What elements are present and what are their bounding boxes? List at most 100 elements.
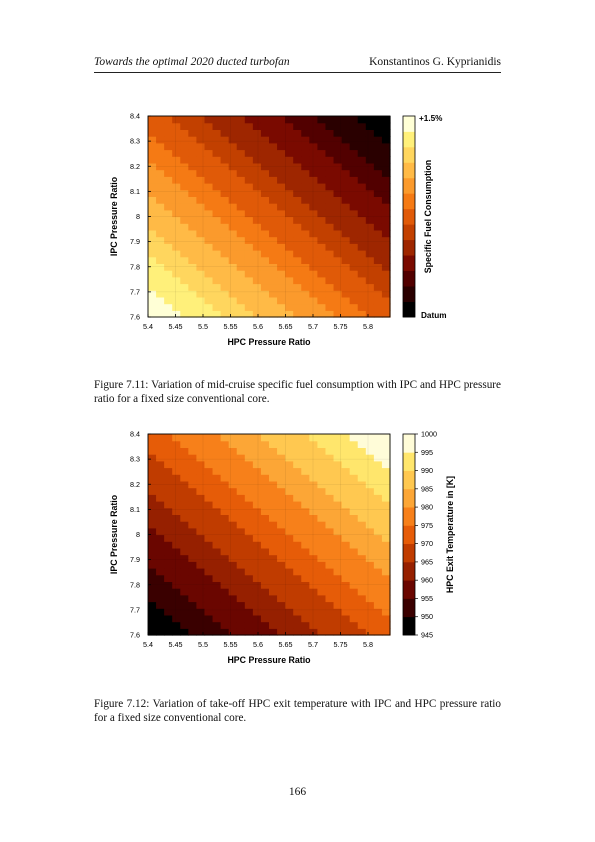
heatmap-cell: [317, 561, 327, 569]
figure-7-12-temperature-heatmap: 5.4 5.45 5.5 5.55 5.6 5.65 5.7 5.75 5.8 7.6 7.7 7.8…: [104, 418, 474, 673]
heatmap-cell: [357, 142, 367, 151]
heatmap-cell: [212, 162, 222, 171]
heatmap-cell: [325, 467, 335, 475]
heatmap-cell: [164, 223, 173, 231]
heatmap-cell: [228, 250, 238, 258]
heatmap-cell: [373, 581, 383, 589]
heatmap-cell: [260, 521, 270, 529]
heatmap-cell: [244, 129, 254, 137]
heatmap-cell: [220, 534, 230, 542]
heatmap-cell: [301, 594, 310, 603]
heatmap-cell: [301, 480, 310, 489]
heatmap-cell: [172, 223, 181, 231]
heatmap-cell: [293, 236, 302, 244]
heatmap-cell: [373, 527, 383, 536]
heatmap-cell: [236, 507, 246, 515]
heatmap-cell: [244, 156, 254, 164]
heatmap-cell: [204, 447, 214, 455]
heatmap-cell: [148, 229, 157, 238]
heatmap-cell: [196, 474, 206, 482]
heatmap-cell: [196, 480, 206, 489]
heatmap-cell: [212, 608, 222, 616]
heatmap-cell: [188, 621, 197, 629]
heatmap-cell: [172, 574, 181, 582]
heatmap-cell: [172, 487, 181, 495]
heatmap-cell: [285, 216, 294, 224]
heatmap-cell: [373, 283, 383, 291]
heatmap-cell: [357, 574, 367, 582]
heatmap-cell: [373, 290, 383, 298]
heatmap-cell: [148, 263, 157, 271]
heatmap-cell: [252, 189, 262, 197]
heatmap-cell: [349, 243, 359, 251]
y-tick-label: 7.6: [130, 313, 140, 322]
heatmap-cell: [381, 474, 391, 482]
heatmap-cell: [212, 521, 222, 529]
heatmap-cell: [180, 183, 189, 191]
heatmap-cell: [148, 142, 157, 151]
heatmap-cell: [285, 243, 294, 251]
heatmap-cell: [164, 447, 173, 455]
heatmap-cell: [156, 283, 165, 291]
heatmap-cell: [325, 494, 335, 502]
heatmap-cell: [172, 229, 181, 238]
heatmap-cell: [333, 276, 343, 285]
heatmap-cell: [148, 276, 157, 285]
heatmap-cell: [357, 541, 367, 549]
heatmap-cell: [317, 270, 327, 278]
heatmap-cell: [357, 507, 367, 515]
x-tick-label: 5.8: [363, 322, 373, 331]
heatmap-cell: [204, 561, 214, 569]
heatmap-cell: [212, 156, 222, 164]
heatmap-cell: [285, 521, 294, 529]
figure-7-11-caption: Figure 7.11: Variation of mid-cruise spe…: [94, 379, 501, 405]
heatmap-cell: [269, 501, 278, 509]
heatmap-cell: [260, 434, 270, 442]
heatmap-cell: [285, 196, 294, 204]
heatmap-cell: [341, 162, 351, 171]
heatmap-cell: [373, 541, 383, 549]
heatmap-cell: [188, 561, 197, 569]
heatmap-cell: [373, 454, 383, 462]
heatmap-cell: [269, 467, 278, 475]
heatmap-cell: [357, 276, 367, 285]
heatmap-cell: [204, 169, 214, 177]
heatmap-cell: [293, 243, 302, 251]
heatmap-cell: [301, 487, 310, 495]
heatmap-cell: [220, 594, 230, 603]
heatmap-cell: [357, 203, 367, 211]
heatmap-cell: [220, 209, 230, 218]
heatmap-cell: [252, 534, 262, 542]
colorbar-band: [403, 286, 415, 302]
heatmap-cell: [333, 614, 343, 623]
heatmap-cell: [293, 183, 302, 191]
heatmap-cell: [236, 290, 246, 298]
heatmap-cell: [373, 507, 383, 515]
heatmap-cell: [180, 608, 189, 616]
heatmap-cell: [357, 216, 367, 224]
heatmap-cell: [325, 487, 335, 495]
heatmap-cell: [196, 290, 206, 298]
heatmap-cell: [180, 588, 189, 596]
heatmap-cell: [365, 263, 375, 271]
heatmap-cell: [180, 310, 189, 318]
heatmap-cell: [277, 142, 286, 151]
heatmap-cell: [204, 621, 214, 629]
heatmap-cell: [212, 447, 222, 455]
heatmap-cell: [293, 514, 302, 522]
heatmap-cell: [341, 534, 351, 542]
heatmap-cell: [285, 621, 294, 629]
heatmap-cell: [156, 487, 165, 495]
heatmap-cell: [172, 594, 181, 603]
heatmap-cell: [228, 541, 238, 549]
heatmap-cell: [196, 270, 206, 278]
heatmap-cell: [269, 527, 278, 536]
heatmap-cell: [172, 494, 181, 502]
heatmap-cell: [156, 189, 165, 197]
heatmap-cell: [357, 169, 367, 177]
heatmap-cell: [172, 554, 181, 562]
heatmap-cell: [172, 440, 181, 448]
heatmap-cell: [188, 256, 197, 264]
heatmap-cell: [381, 547, 391, 556]
heatmap-cell: [373, 434, 383, 442]
